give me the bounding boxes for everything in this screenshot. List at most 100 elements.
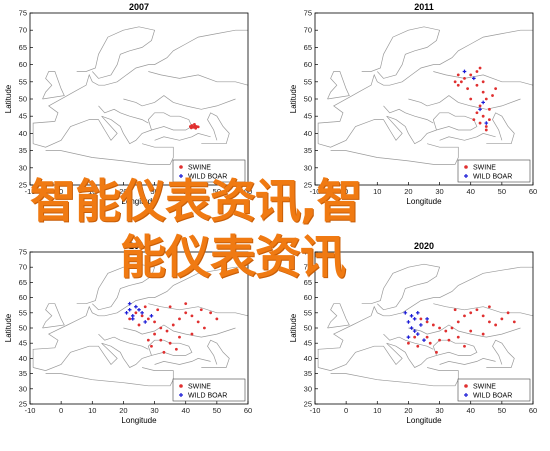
swine-point	[484, 97, 488, 101]
y-tick-label: 60	[304, 60, 312, 69]
coastline	[123, 95, 236, 110]
x-tick-label: 0	[344, 187, 348, 196]
swine-point	[469, 97, 473, 101]
swine-point	[453, 80, 457, 84]
swine-point	[484, 125, 488, 128]
x-tick-label: 60	[244, 187, 252, 196]
swine-point	[416, 344, 420, 348]
x-tick-label: 40	[182, 406, 190, 415]
panel-title: 2020	[414, 241, 434, 251]
y-tick-label: 35	[19, 146, 27, 155]
coastline	[361, 26, 441, 79]
y-tick-label: 70	[304, 263, 312, 272]
coastline	[433, 71, 534, 86]
x-tick-label: 60	[529, 187, 537, 196]
y-tick-label: 30	[304, 163, 312, 172]
legend-box	[457, 378, 531, 402]
coastline	[318, 112, 478, 148]
wild-boar-point	[130, 314, 135, 318]
swine-point	[194, 126, 198, 130]
swine-point	[491, 94, 494, 97]
wild-boar-point	[137, 307, 141, 312]
swine-point	[478, 66, 482, 70]
y-tick-label: 70	[19, 263, 27, 272]
swine-point	[453, 308, 457, 312]
coastline	[154, 133, 211, 141]
wild-boar-point	[406, 320, 411, 324]
swine-point	[456, 335, 460, 339]
x-axis-label: Longitude	[406, 197, 442, 206]
legend-label: SWINE	[473, 165, 496, 172]
swine-point	[196, 125, 200, 129]
y-tick-label: 50	[304, 324, 312, 333]
y-axis-label: Latitude	[4, 84, 13, 113]
swine-point	[456, 73, 460, 77]
y-tick-label: 65	[19, 278, 27, 287]
coastline	[330, 367, 459, 387]
swine-point	[469, 329, 473, 333]
x-tick-label: 50	[213, 187, 221, 196]
x-tick-label: -10	[310, 187, 321, 196]
legend-box	[172, 378, 246, 402]
coastline	[33, 112, 193, 148]
swine-point	[481, 90, 485, 94]
y-tick-label: 25	[304, 181, 312, 190]
x-tick-label: 20	[404, 406, 412, 415]
legend-swine-marker	[464, 384, 468, 388]
coastline	[317, 266, 533, 368]
panel-title: 2014	[129, 241, 149, 251]
swine-point	[134, 311, 138, 315]
coastline	[486, 339, 515, 368]
coastline	[317, 29, 533, 144]
swine-point	[481, 114, 485, 118]
wild-boar-point	[415, 332, 420, 336]
x-tick-label: 30	[435, 187, 443, 196]
wild-boar-point	[462, 69, 467, 74]
coastline	[383, 333, 434, 350]
swine-point	[407, 341, 410, 345]
x-tick-label: 10	[373, 406, 381, 415]
swine-point	[428, 341, 432, 345]
x-tick-label: 50	[213, 406, 221, 415]
coastline	[42, 71, 65, 100]
y-tick-label: 75	[19, 9, 27, 18]
y-tick-label: 40	[19, 354, 27, 363]
x-tick-label: -10	[310, 406, 321, 415]
coastline	[76, 26, 156, 79]
coastline	[330, 143, 459, 165]
y-tick-label: 60	[19, 60, 27, 69]
y-tick-label: 75	[304, 9, 312, 18]
y-tick-label: 75	[304, 248, 312, 257]
swine-point	[171, 323, 175, 327]
wild-boar-point	[415, 311, 420, 315]
swine-point	[488, 305, 491, 309]
coastline	[98, 105, 149, 124]
swine-point	[425, 320, 429, 324]
wild-boar-point	[406, 335, 411, 339]
swine-point	[463, 344, 466, 348]
coastline	[327, 303, 350, 329]
legend-label: SWINE	[188, 384, 211, 391]
coastline	[154, 358, 211, 365]
wild-boar-point	[143, 320, 148, 324]
wild-boar-point	[412, 317, 417, 321]
y-tick-label: 25	[304, 400, 312, 409]
coastline	[327, 71, 350, 100]
swine-point	[447, 338, 451, 342]
swine-point	[174, 347, 178, 351]
swine-point	[488, 118, 491, 122]
coastline	[45, 367, 174, 387]
swine-point	[199, 308, 203, 312]
legend-swine-marker	[179, 384, 183, 388]
swine-point	[478, 121, 482, 125]
swine-point	[425, 335, 429, 339]
x-tick-label: 20	[119, 187, 127, 196]
x-tick-label: 20	[119, 406, 127, 415]
swine-point	[484, 128, 488, 132]
swine-point	[481, 332, 485, 336]
x-tick-label: 60	[529, 406, 537, 415]
x-tick-label: 10	[373, 187, 381, 196]
x-tick-label: 30	[150, 187, 158, 196]
swine-point	[189, 126, 193, 130]
